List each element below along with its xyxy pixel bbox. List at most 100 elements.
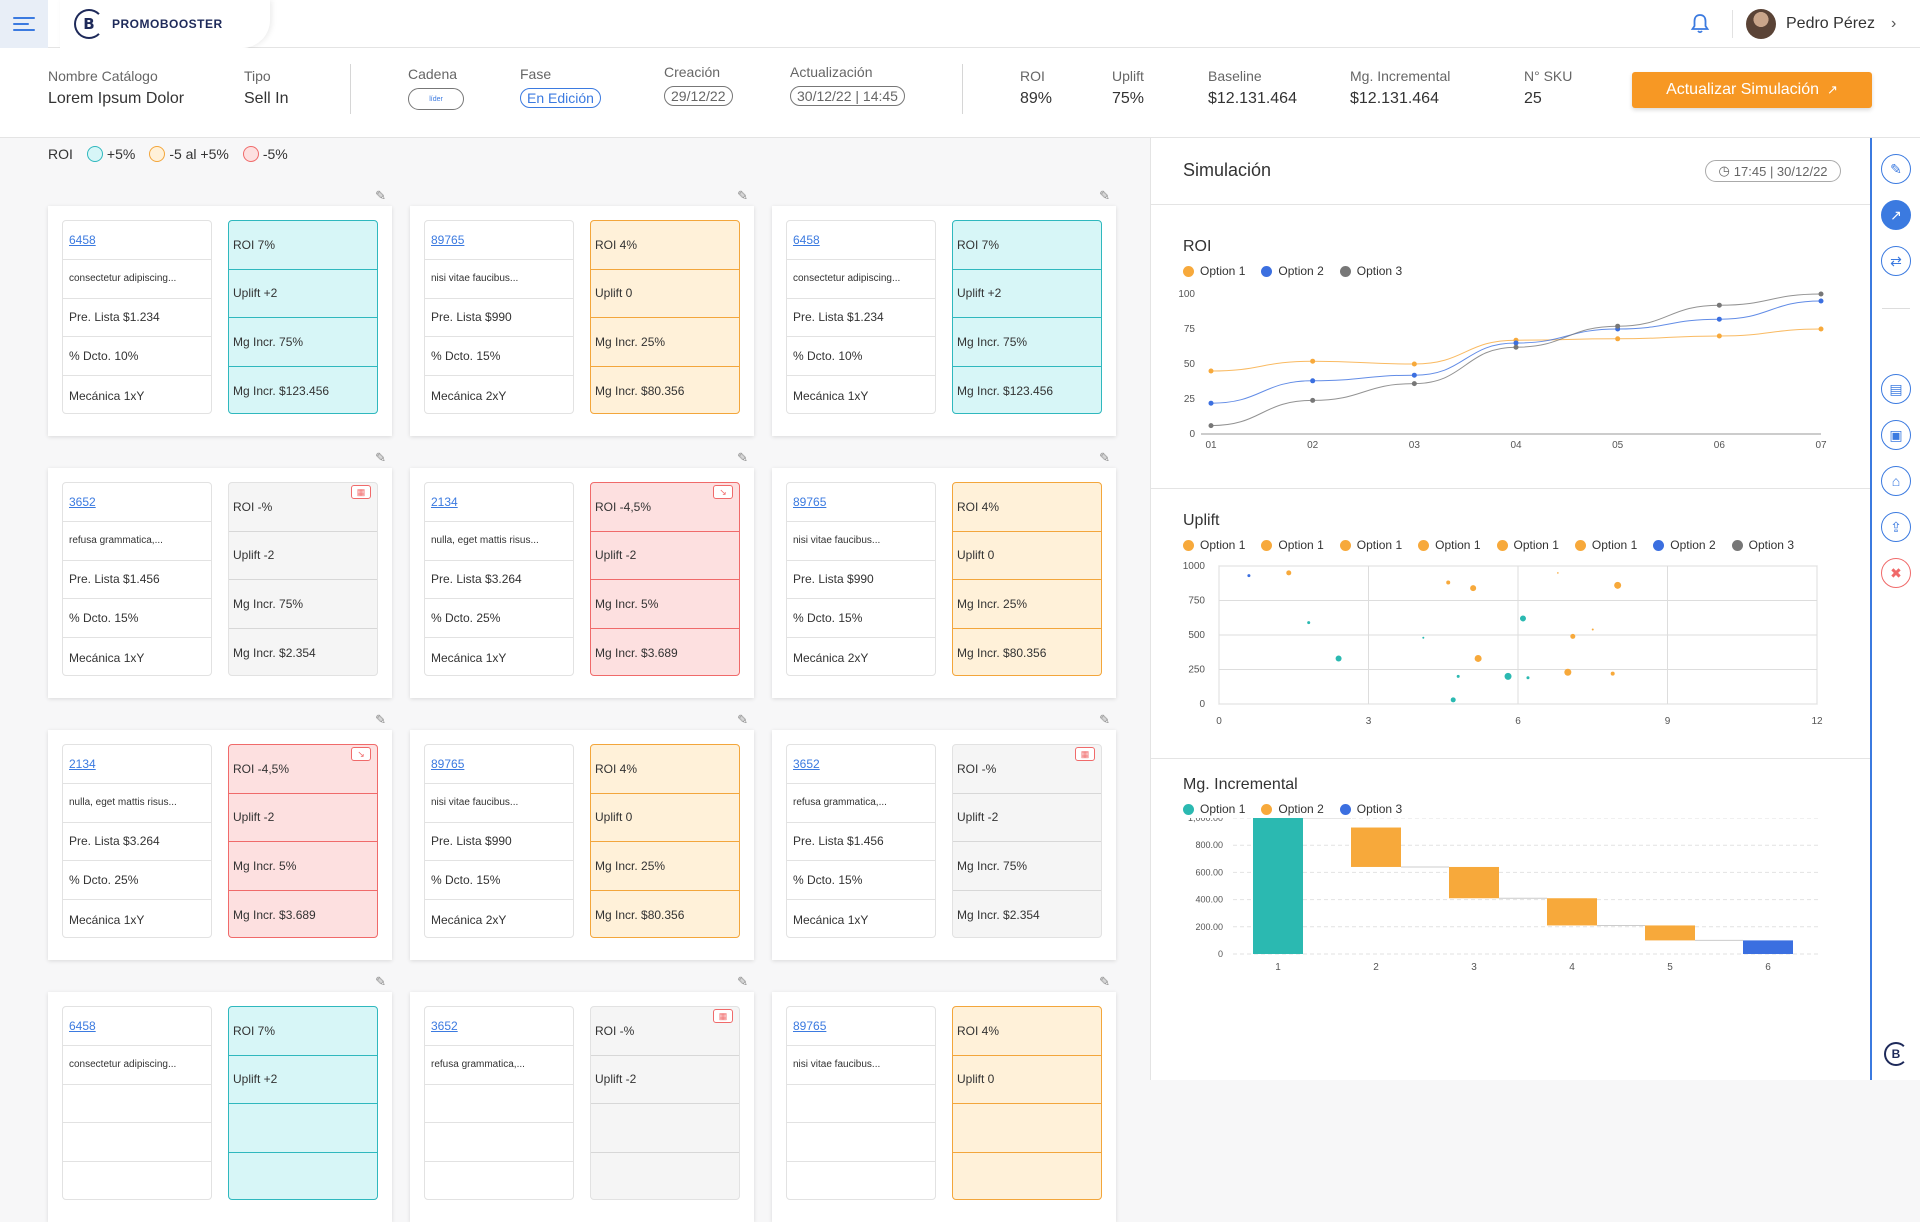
legend-item[interactable]: Option 1 [1418,538,1481,552]
legend-item[interactable]: Option 1 [1183,802,1245,816]
legend-item[interactable]: Option 2 [1261,802,1324,816]
trend-icon: ↗ [1890,206,1902,223]
product-code-link[interactable]: 2134 [63,745,211,784]
product-card[interactable]: ✎ 89765 nisi vitae faucibus... Pre. Lista $… [410,712,754,960]
product-card[interactable]: ✎ 3652 refusa grammatica,... ▦ ROI -% Uplift … [410,974,754,1222]
list-price: Pre. Lista $1.456 [63,561,211,600]
legend-item[interactable]: Option 1 [1183,538,1245,552]
upload-button[interactable]: ⇪ [1881,512,1911,542]
pencil-icon[interactable]: ✎ [375,712,386,727]
kpi-uplift: Uplift 75% [1112,68,1144,108]
x-tick-label: 5 [1667,962,1673,973]
product-card[interactable]: ✎ 2134 nulla, eget mattis risus... Pre. Lis… [48,712,392,960]
legend-label: Option 3 [1748,538,1794,552]
right-toolbar: ✎ ↗ ⇄ ▤ ▣ ⌂ ⇪ ✖ B [1870,138,1920,1080]
x-tick-label: 07 [1815,440,1827,451]
product-code-link[interactable]: 89765 [425,221,573,260]
calendar-alert-icon[interactable]: ▦ [713,1009,733,1023]
calendar-alert-icon[interactable]: ▦ [1075,747,1095,761]
brand-name: PROMOBOOSTER [112,17,223,31]
pencil-icon[interactable]: ✎ [375,974,386,989]
pencil-icon[interactable]: ✎ [375,450,386,465]
product-code-link[interactable]: 89765 [787,483,935,522]
save-button[interactable]: ▣ [1881,420,1911,450]
pencil-icon[interactable]: ✎ [737,712,748,727]
pencil-icon[interactable]: ✎ [375,188,386,203]
uplift-scatter-chart: 0 3 6 9 12 0 250 500 750 1000 [1183,561,1823,727]
legend-item-high: +5% [106,146,136,162]
product-card[interactable]: ✎ 6458 consectetur adipiscing... Pre. Lista… [772,188,1116,436]
bell-icon[interactable] [1688,12,1712,36]
x-tick-label: 2 [1373,962,1379,973]
product-card[interactable]: ✎ 6458 consectetur adipiscing... Pre. Lista… [48,188,392,436]
legend-item[interactable]: Option 1 [1339,538,1402,552]
data-point [1564,668,1572,676]
product-metrics: ▦ ROI -% Uplift -2 Mg Incr. 75% Mg Incr. $2.… [228,482,378,676]
trend-down-icon[interactable]: ↘ [351,747,371,761]
simulation-button[interactable]: ↗ [1881,200,1911,230]
product-card[interactable]: ✎ 3652 refusa grammatica,... Pre. Lista $1.… [772,712,1116,960]
label: Tipo [244,68,271,84]
pencil-icon[interactable]: ✎ [1099,450,1110,465]
list-price: Pre. Lista $1.456 [787,823,935,862]
legend-label: Option 1 [1200,264,1246,278]
discount: % Dcto. 10% [63,337,211,377]
calendar-alert-icon[interactable]: ▦ [351,485,371,499]
legend-item[interactable]: Option 2 [1653,538,1716,552]
trend-down-icon[interactable]: ↘ [713,485,733,499]
product-info: 2134 nulla, eget mattis risus... Pre. List… [62,744,212,938]
mg-incr-value: Mg Incr. $3.689 [233,907,316,922]
divider [1151,488,1871,489]
product-card[interactable]: ✎ 3652 refusa grammatica,... Pre. Lista $1.… [48,450,392,698]
legend-item[interactable]: Option 3 [1339,264,1402,278]
pencil-icon[interactable]: ✎ [737,188,748,203]
product-code-link[interactable]: 3652 [63,483,211,522]
product-card[interactable]: ✎ 2134 nulla, eget mattis risus... Pre. Lis… [410,450,754,698]
mg-incr-value: Mg Incr. $80.356 [595,383,685,398]
legend-item[interactable]: Option 2 [1261,264,1324,278]
swap-icon: ⇄ [1890,252,1902,269]
mechanic: Mecánica 2xY [431,388,507,403]
legend-item[interactable]: Option 3 [1339,802,1402,816]
product-code-link[interactable]: 3652 [787,745,935,784]
legend-item[interactable]: Option 1 [1183,264,1245,278]
product-code-link[interactable]: 6458 [63,221,211,260]
user-menu[interactable]: Pedro Pérez › [1746,8,1896,40]
delete-button[interactable]: ✖ [1881,558,1911,588]
mg-incr-value [953,1153,1101,1200]
update-simulation-button[interactable]: Actualizar Simulación ↗ [1632,72,1872,108]
product-code-link[interactable]: 89765 [787,1007,935,1046]
menu-button[interactable] [0,0,48,48]
pencil-icon[interactable]: ✎ [1099,974,1110,989]
value: $12.131.464 [1350,90,1439,107]
product-code-link[interactable]: 3652 [425,1007,573,1046]
product-card[interactable]: ✎ 6458 consectetur adipiscing... ROI 7% Upli… [48,974,392,1222]
product-code-link[interactable]: 6458 [63,1007,211,1046]
product-code-link[interactable]: 2134 [425,483,573,522]
product-card[interactable]: ✎ 89765 nisi vitae faucibus... Pre. Lista $… [772,450,1116,698]
pencil-icon[interactable]: ✎ [737,450,748,465]
product-code-link[interactable]: 6458 [787,221,935,260]
data-point [1504,672,1512,680]
legend-item[interactable]: Option 1 [1574,538,1637,552]
info-actualizacion: Actualización 30/12/22 | 14:45 [790,64,905,106]
home-button[interactable]: ⌂ [1881,466,1911,496]
edit-button[interactable]: ✎ [1881,154,1911,184]
product-card[interactable]: ✎ 89765 nisi vitae faucibus... Pre. Lista $… [410,188,754,436]
pencil-icon[interactable]: ✎ [1099,712,1110,727]
pencil-icon[interactable]: ✎ [1099,188,1110,203]
legend-item[interactable]: Option 1 [1261,538,1324,552]
pencil-icon[interactable]: ✎ [737,974,748,989]
mg-incr-pct: Mg Incr. 25% [591,842,739,891]
product-code-link[interactable]: 89765 [425,745,573,784]
data-point [1208,400,1214,406]
uplift-value: Uplift -2 [229,532,377,580]
upload-icon: ⇪ [1890,518,1902,535]
y-tick-label: 800.00 [1195,840,1223,850]
legend-item[interactable]: Option 3 [1731,538,1794,552]
swap-button[interactable]: ⇄ [1881,246,1911,276]
legend-item[interactable]: Option 1 [1496,538,1559,552]
product-card[interactable]: ✎ 89765 nisi vitae faucibus... ROI 4% Uplift… [772,974,1116,1222]
catalog-book-button[interactable]: ▤ [1881,374,1911,404]
brand[interactable]: B PROMOBOOSTER [60,0,270,48]
